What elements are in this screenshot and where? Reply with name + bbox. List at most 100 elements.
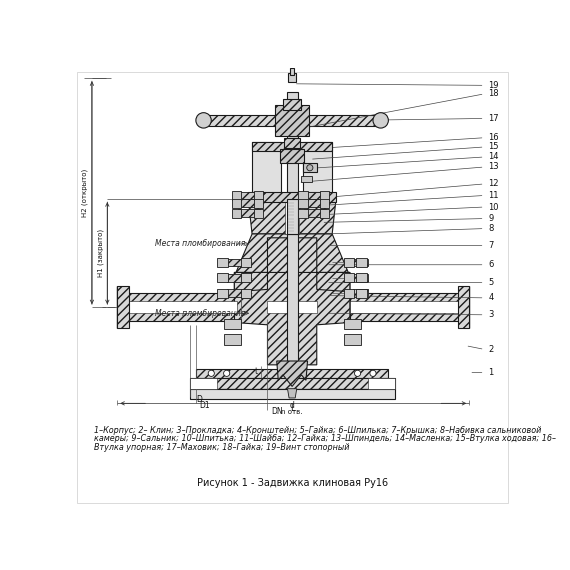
Bar (285, 200, 299, 234)
Text: 1: 1 (488, 368, 494, 377)
Text: 14: 14 (488, 152, 499, 161)
Bar (217, 273, 228, 283)
Bar (254, 198, 263, 208)
Text: 19: 19 (488, 81, 499, 90)
Bar (303, 141, 332, 199)
Polygon shape (276, 361, 308, 386)
Bar (238, 209, 260, 217)
Text: 11: 11 (488, 191, 499, 200)
Polygon shape (249, 200, 336, 234)
Polygon shape (117, 286, 129, 328)
Text: 16: 16 (488, 133, 499, 142)
Text: 13: 13 (488, 162, 499, 172)
Bar (252, 141, 282, 199)
Polygon shape (458, 286, 469, 328)
Text: 2: 2 (488, 345, 494, 354)
Bar (232, 191, 241, 200)
Text: 18: 18 (488, 89, 499, 98)
Polygon shape (234, 238, 350, 292)
Bar (344, 273, 355, 283)
Circle shape (223, 370, 230, 376)
Bar (249, 192, 336, 202)
Text: 9: 9 (488, 214, 494, 223)
Bar (287, 141, 298, 199)
Circle shape (373, 113, 388, 128)
Bar (190, 389, 394, 399)
Bar (227, 274, 242, 282)
Text: 10: 10 (488, 202, 499, 211)
Text: 7: 7 (488, 241, 494, 250)
Bar (196, 369, 388, 378)
Bar (304, 200, 326, 207)
Bar (350, 301, 458, 314)
Text: 4: 4 (488, 294, 494, 302)
Bar (287, 234, 298, 365)
Bar (288, 73, 296, 82)
Bar (217, 258, 228, 267)
Bar (232, 198, 241, 208)
Circle shape (307, 165, 313, 171)
Circle shape (355, 370, 361, 376)
Bar (227, 259, 242, 266)
Bar (241, 288, 251, 298)
Bar (241, 273, 251, 283)
Bar (217, 288, 228, 298)
Bar (252, 141, 332, 151)
Polygon shape (203, 115, 381, 126)
Bar (267, 301, 317, 314)
Bar (280, 149, 304, 163)
Bar (320, 209, 329, 218)
Text: Рисунок 1 - Задвижка клиновая Ру16: Рисунок 1 - Задвижка клиновая Ру16 (197, 478, 388, 488)
Bar (304, 209, 326, 217)
Bar (238, 200, 260, 207)
Bar (238, 192, 260, 200)
Bar (320, 198, 329, 208)
Text: Места пломбирования: Места пломбирования (154, 309, 245, 317)
Bar (290, 68, 295, 75)
Bar (304, 192, 326, 200)
Text: D1: D1 (200, 401, 210, 410)
Bar (254, 209, 263, 218)
Text: 12: 12 (488, 180, 499, 189)
Bar (344, 334, 361, 345)
Bar (190, 378, 394, 389)
Text: L: L (290, 404, 295, 413)
Bar (344, 288, 355, 298)
Text: D: D (196, 395, 202, 404)
Text: DN: DN (271, 408, 283, 416)
Bar (303, 163, 317, 172)
Bar (241, 258, 251, 267)
Bar (283, 99, 302, 110)
Text: 6: 6 (488, 260, 494, 269)
Text: 5: 5 (488, 278, 494, 287)
Polygon shape (234, 272, 350, 365)
Bar (254, 191, 263, 200)
Bar (227, 290, 242, 297)
Bar (298, 198, 308, 208)
Bar (223, 319, 241, 329)
Bar (353, 259, 368, 266)
Circle shape (196, 113, 211, 128)
Polygon shape (234, 234, 350, 276)
Circle shape (370, 370, 376, 376)
Text: Втулка упорная; 17–Маховик; 18–Гайка; 19–Винт стопорный: Втулка упорная; 17–Маховик; 18–Гайка; 19… (94, 443, 350, 451)
Bar (232, 209, 241, 218)
Bar (320, 191, 329, 200)
Bar (298, 191, 308, 200)
Bar (302, 176, 312, 182)
Bar (368, 378, 394, 389)
Text: 3: 3 (488, 310, 494, 319)
Bar (353, 290, 368, 297)
Bar (356, 288, 367, 298)
Bar (298, 209, 308, 218)
Bar (353, 274, 368, 282)
Text: n отв.: n отв. (282, 409, 303, 415)
Polygon shape (127, 293, 234, 321)
Text: камеры; 9–Сальник; 10–Шпитька; 11–Шайба; 12–Гайка; 13–Шпиндель; 14–Масленка; 15–: камеры; 9–Сальник; 10–Шпитька; 11–Шайба;… (94, 434, 556, 443)
Polygon shape (287, 389, 297, 398)
Bar (356, 273, 367, 283)
Bar (190, 378, 217, 389)
Bar (344, 258, 355, 267)
Text: Н1 (закрыто): Н1 (закрыто) (97, 229, 104, 277)
Polygon shape (350, 293, 460, 321)
